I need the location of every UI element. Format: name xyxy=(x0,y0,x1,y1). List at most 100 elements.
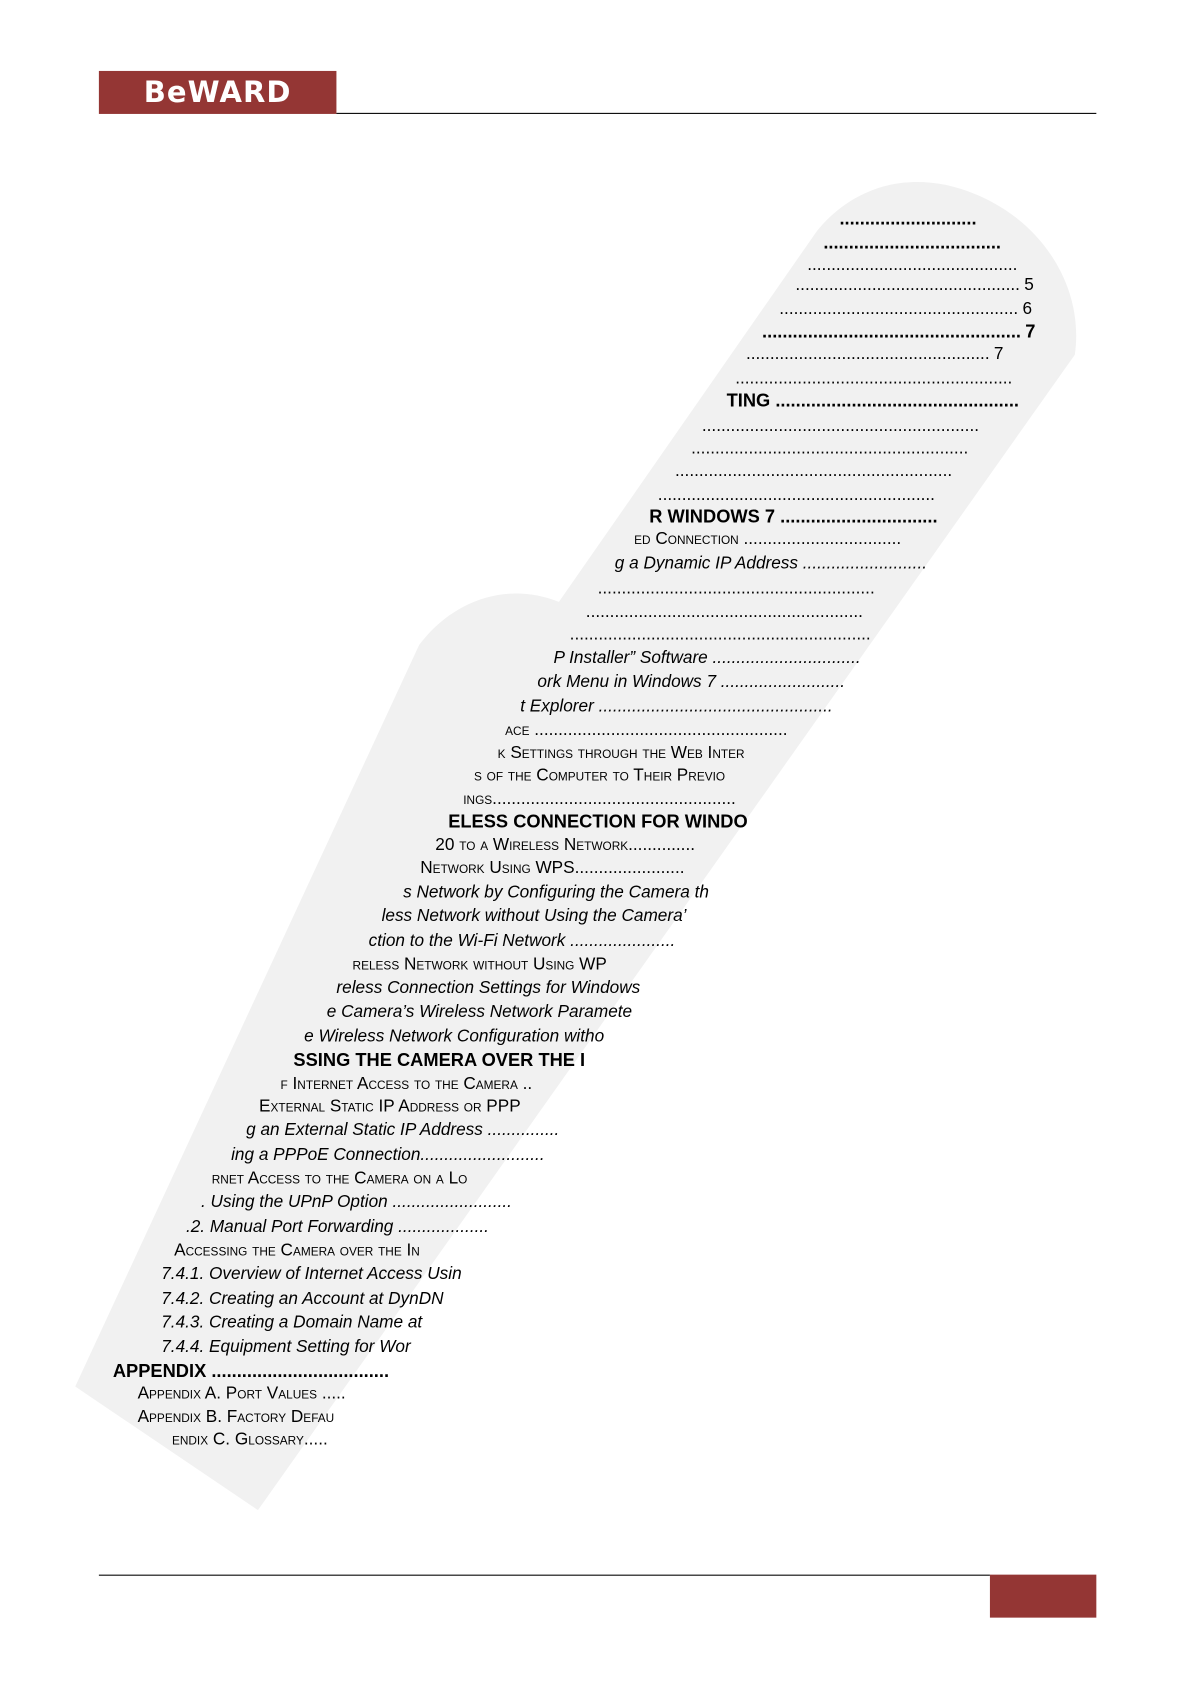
toc-entry[interactable]: g a Dynamic IP Address .................… xyxy=(615,554,927,575)
toc-entry[interactable]: 7.4.3. Creating a Domain Name at xyxy=(161,1312,422,1333)
toc-entry-title: 7.4.2. Creating an Account at DynDN xyxy=(161,1289,444,1309)
toc-entry[interactable]: ........................................… xyxy=(779,299,1032,320)
toc-page-number: 6 xyxy=(1022,299,1033,319)
toc-entry-title: . Using the UPnP Option ................… xyxy=(200,1193,512,1212)
toc-entry[interactable]: P Installer” Software ..................… xyxy=(554,648,861,669)
toc-entry[interactable]: ........................................… xyxy=(570,624,871,645)
toc-entry-title: ction to the Wi-Fi Network .............… xyxy=(368,931,676,951)
toc-entry-title: g a Dynamic IP Address .................… xyxy=(614,554,928,573)
toc-entry-title: ........................................… xyxy=(701,417,979,436)
toc-entry[interactable]: TING ...................................… xyxy=(727,390,1019,411)
toc-entry-title: R WINDOWS 7 ............................… xyxy=(649,506,938,527)
toc-entry[interactable]: External Static IP Address or PPP xyxy=(259,1096,521,1117)
toc-entry[interactable]: ........................................… xyxy=(702,416,979,437)
toc-entry[interactable]: ction to the Wi-Fi Network .............… xyxy=(369,931,676,952)
toc-entry[interactable]: Accessing the Camera over the In xyxy=(174,1240,420,1261)
toc-entry-title: ........................................… xyxy=(735,369,1013,389)
toc-entry-title: 7.4.1. Overview of Internet Access Usin xyxy=(161,1265,462,1284)
toc-entry-title: ................................... xyxy=(823,232,1002,253)
toc-entry[interactable]: ........................................… xyxy=(807,255,1017,276)
toc-page-number: 5 xyxy=(1024,276,1034,295)
toc-entry-title: e Wireless Network Configuration witho xyxy=(304,1027,605,1046)
toc-entry-title: ork Menu in Windows 7 ..................… xyxy=(537,672,846,692)
toc-entry[interactable]: ................................... xyxy=(823,232,1001,253)
toc-entry-title: 7.4.4. Equipment Setting for Wor xyxy=(161,1338,411,1357)
toc-entry-title: reless Network without Using WP xyxy=(352,955,607,974)
toc-entry[interactable]: ings....................................… xyxy=(463,789,736,810)
toc-entry[interactable]: ........................................… xyxy=(675,461,952,482)
toc-entry-title: APPENDIX ...............................… xyxy=(112,1360,390,1382)
toc-entry-title: k Settings through the Web Inter xyxy=(497,743,745,763)
toc-entry[interactable]: reless Connection Settings for Windows xyxy=(336,978,640,999)
toc-entry[interactable]: Appendix A. Port Values ..... xyxy=(138,1383,346,1404)
toc-entry[interactable]: less Network without Using the Camera’ xyxy=(382,906,687,927)
toc-entry-title: External Static IP Address or PPP xyxy=(259,1097,521,1116)
toc-entry[interactable]: ELESS CONNECTION FOR WINDO xyxy=(448,812,747,833)
toc-entry[interactable]: e Camera’s Wireless Network Paramete xyxy=(327,1002,632,1023)
toc-entry[interactable]: . Using the UPnP Option ................… xyxy=(201,1192,512,1213)
toc-entry[interactable]: k Settings through the Web Inter xyxy=(498,743,745,764)
toc-entry[interactable]: ........................................… xyxy=(586,602,863,623)
logo-text: BeWARD xyxy=(143,75,292,110)
toc-entry-title: ........................................… xyxy=(762,321,1021,342)
toc-entry-title: TING ...................................… xyxy=(726,390,1019,411)
footer-rule xyxy=(98,1574,990,1576)
toc-entry-title: reless Connection Settings for Windows xyxy=(336,979,641,998)
toc-entry[interactable]: ........................... xyxy=(839,209,976,230)
toc-entry[interactable]: ork Menu in Windows 7 ..................… xyxy=(537,672,845,693)
toc-entry[interactable]: s Network by Configuring the Camera th xyxy=(403,882,709,903)
toc-entry-title: f Internet Access to the Camera .. xyxy=(280,1074,533,1094)
toc-entry-title: t Explorer .............................… xyxy=(520,697,833,716)
toc-entry-title: ace ....................................… xyxy=(505,721,788,740)
toc-entry[interactable]: t Explorer .............................… xyxy=(520,696,832,717)
toc-entry-title: ........................................… xyxy=(597,579,875,598)
toc-entry[interactable]: rnet Access to the Camera on a Lo xyxy=(212,1168,468,1189)
toc-entry[interactable]: ed Connection ..........................… xyxy=(634,529,901,550)
toc-entry[interactable]: ........................................… xyxy=(735,369,1012,390)
toc-entry-title: less Network without Using the Camera’ xyxy=(381,907,687,926)
toc-page-number: 7 xyxy=(993,345,1004,364)
toc-entry[interactable]: ing a PPPoE Connection..................… xyxy=(231,1145,545,1166)
toc-entry[interactable]: ........................................… xyxy=(691,439,968,460)
toc-entry[interactable]: APPENDIX ...............................… xyxy=(113,1361,389,1382)
toc-entry[interactable]: endix C. Glossary..... xyxy=(172,1430,328,1451)
toc-entry[interactable]: ........................................… xyxy=(746,344,1004,365)
toc-entry[interactable]: ........................................… xyxy=(598,578,875,599)
toc-entry[interactable]: f Internet Access to the Camera .. xyxy=(281,1074,533,1095)
header-rule xyxy=(336,112,1097,114)
toc-entry-title: s of the Computer to Their Previo xyxy=(474,766,726,785)
toc-entry-title: rnet Access to the Camera on a Lo xyxy=(211,1169,468,1188)
toc-entry[interactable]: 7.4.4. Equipment Setting for Wor xyxy=(161,1337,410,1358)
toc-entry-title: Appendix B. Factory Defau xyxy=(137,1408,335,1427)
toc-entry-title: 20 to a Wireless Network.............. xyxy=(435,836,696,855)
toc-entry-title: s Network by Configuring the Camera th xyxy=(403,883,709,902)
toc-entry[interactable]: R WINDOWS 7 ............................… xyxy=(649,506,937,527)
toc-entry[interactable]: s of the Computer to Their Previo xyxy=(474,765,725,786)
toc-entry-title: ........................................… xyxy=(585,602,863,622)
toc-entry-title: ........................................… xyxy=(807,255,1018,275)
toc-entry[interactable]: e Wireless Network Configuration witho xyxy=(304,1026,604,1047)
toc-entry[interactable]: .2. Manual Port Forwarding .............… xyxy=(186,1217,489,1238)
toc-entry[interactable]: ........................................… xyxy=(762,321,1035,342)
toc-entry-title: .2. Manual Port Forwarding .............… xyxy=(185,1217,489,1237)
toc-entry[interactable]: SSING THE CAMERA OVER THE I xyxy=(293,1050,585,1071)
toc-entry[interactable]: 7.4.2. Creating an Account at DynDN xyxy=(161,1289,443,1310)
toc-entry[interactable]: ........................................… xyxy=(795,275,1033,296)
toc-entry[interactable]: ........................................… xyxy=(658,485,935,506)
toc-entry[interactable]: ace ....................................… xyxy=(505,720,787,741)
toc-entry[interactable]: Appendix B. Factory Defau xyxy=(138,1407,335,1428)
toc-entry-title: Appendix A. Port Values ..... xyxy=(137,1384,346,1403)
toc-page-number: 7 xyxy=(1025,321,1036,342)
toc-entry-title: ........................................… xyxy=(674,462,953,481)
toc-entry-title: P Installer” Software ..................… xyxy=(553,649,861,668)
toc-entry[interactable]: Network Using WPS....................... xyxy=(420,858,684,879)
toc-entry[interactable]: g an External Static IP Address ........… xyxy=(246,1120,559,1141)
toc-entry-title: ........................................… xyxy=(569,625,871,644)
toc-entry-title: 7.4.3. Creating a Domain Name at xyxy=(161,1313,423,1332)
toc-entry[interactable]: 20 to a Wireless Network.............. xyxy=(435,835,695,856)
toc-entry[interactable]: reless Network without Using WP xyxy=(353,954,607,975)
toc-entry[interactable]: 7.4.1. Overview of Internet Access Usin xyxy=(161,1264,461,1285)
toc-entry-title: Accessing the Camera over the In xyxy=(174,1241,420,1260)
